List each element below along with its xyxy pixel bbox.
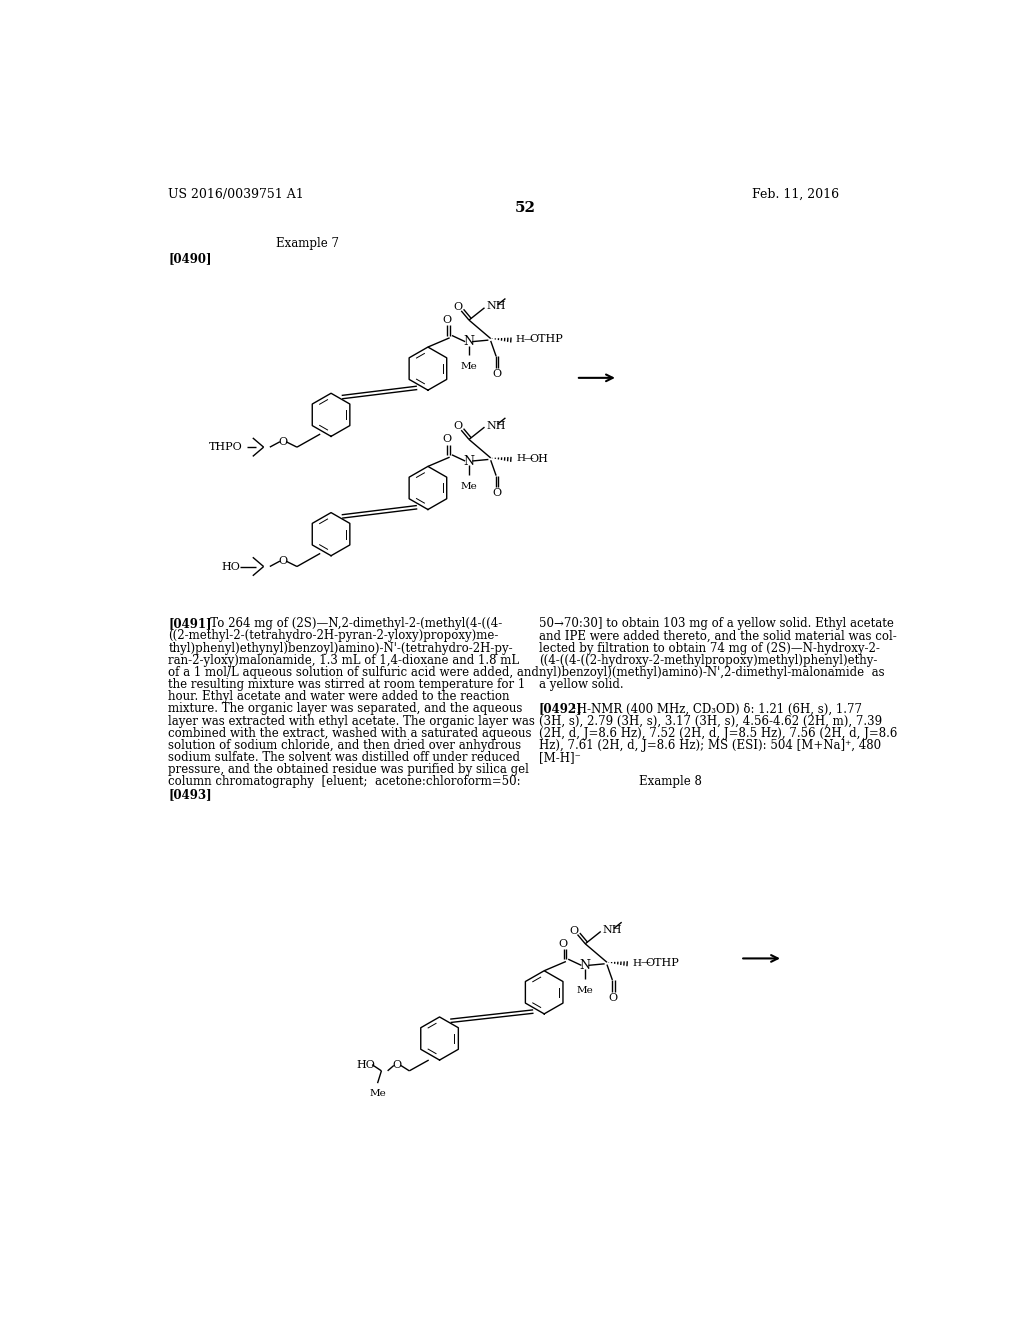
Text: O: O (493, 370, 502, 379)
Text: [M-H]⁻: [M-H]⁻ (539, 751, 581, 764)
Text: H: H (633, 958, 641, 968)
Text: Me: Me (461, 482, 477, 491)
Text: (2H, d, J=8.6 Hz), 7.52 (2H, d, J=8.5 Hz), 7.56 (2H, d, J=8.6: (2H, d, J=8.6 Hz), 7.52 (2H, d, J=8.5 Hz… (539, 727, 897, 739)
Text: —: — (523, 335, 534, 343)
Text: Me: Me (370, 1089, 386, 1098)
Text: Hz), 7.61 (2H, d, J=8.6 Hz); MS (ESI): 504 [M+Na]⁺, 480: Hz), 7.61 (2H, d, J=8.6 Hz); MS (ESI): 5… (539, 739, 881, 752)
Text: (3H, s), 2.79 (3H, s), 3.17 (3H, s), 4.56-4.62 (2H, m), 7.39: (3H, s), 2.79 (3H, s), 3.17 (3H, s), 4.5… (539, 714, 882, 727)
Text: pressure, and the obtained residue was purified by silica gel: pressure, and the obtained residue was p… (168, 763, 529, 776)
Text: Example 7: Example 7 (276, 236, 339, 249)
Text: H: H (515, 335, 524, 343)
Text: 52: 52 (514, 202, 536, 215)
Text: O: O (392, 1060, 401, 1071)
Text: 50→70:30] to obtain 103 mg of a yellow solid. Ethyl acetate: 50→70:30] to obtain 103 mg of a yellow s… (539, 618, 894, 631)
Text: O: O (279, 556, 288, 566)
Text: OTHP: OTHP (646, 958, 680, 968)
Text: N: N (580, 958, 591, 972)
Text: N: N (464, 454, 474, 467)
Text: O: O (454, 421, 463, 432)
Text: O: O (558, 939, 567, 949)
Text: O: O (279, 437, 288, 446)
Text: O: O (608, 993, 617, 1003)
Text: NH: NH (486, 421, 506, 430)
Text: OH: OH (529, 454, 548, 463)
Text: To 264 mg of (2S)—N,2-dimethyl-2-(methyl(4-((4-: To 264 mg of (2S)—N,2-dimethyl-2-(methyl… (200, 618, 503, 631)
Text: of a 1 mol/L aqueous solution of sulfuric acid were added, and: of a 1 mol/L aqueous solution of sulfuri… (168, 667, 540, 678)
Text: O: O (493, 488, 502, 499)
Text: combined with the extract, washed with a saturated aqueous: combined with the extract, washed with a… (168, 727, 531, 739)
Text: NH: NH (486, 301, 506, 312)
Text: ((4-((4-((2-hydroxy-2-methylpropoxy)methyl)phenyl)ethy-: ((4-((4-((2-hydroxy-2-methylpropoxy)meth… (539, 653, 878, 667)
Text: O: O (454, 302, 463, 312)
Text: [0492]: [0492] (539, 702, 583, 715)
Text: ran-2-yloxy)malonamide, 1.3 mL of 1,4-dioxane and 1.8 mL: ran-2-yloxy)malonamide, 1.3 mL of 1,4-di… (168, 653, 519, 667)
Text: Example 8: Example 8 (639, 775, 701, 788)
Text: ¹H-NMR (400 MHz, CD₃OD) δ: 1.21 (6H, s), 1.77: ¹H-NMR (400 MHz, CD₃OD) δ: 1.21 (6H, s),… (572, 702, 862, 715)
Text: H: H (516, 454, 525, 463)
Text: HO: HO (221, 561, 240, 572)
Text: a yellow solid.: a yellow solid. (539, 678, 624, 692)
Text: O: O (442, 434, 452, 445)
Text: and IPE were added thereto, and the solid material was col-: and IPE were added thereto, and the soli… (539, 630, 896, 643)
Text: [0493]: [0493] (168, 788, 212, 801)
Text: nyl)benzoyl)(methyl)amino)-N',2-dimethyl-malonamide  as: nyl)benzoyl)(methyl)amino)-N',2-dimethyl… (539, 667, 885, 678)
Text: hour. Ethyl acetate and water were added to the reaction: hour. Ethyl acetate and water were added… (168, 690, 510, 704)
Text: O: O (569, 925, 579, 936)
Text: the resulting mixture was stirred at room temperature for 1: the resulting mixture was stirred at roo… (168, 678, 525, 692)
Text: —: — (524, 454, 534, 463)
Text: ((2-methyl-2-(tetrahydro-2H-pyran-2-yloxy)propoxy)me-: ((2-methyl-2-(tetrahydro-2H-pyran-2-ylox… (168, 630, 499, 643)
Text: mixture. The organic layer was separated, and the aqueous: mixture. The organic layer was separated… (168, 702, 522, 715)
Text: US 2016/0039751 A1: US 2016/0039751 A1 (168, 187, 304, 201)
Text: solution of sodium chloride, and then dried over anhydrous: solution of sodium chloride, and then dr… (168, 739, 521, 752)
Text: OTHP: OTHP (529, 334, 563, 345)
Text: HO: HO (356, 1060, 376, 1069)
Text: O: O (442, 315, 452, 325)
Text: thyl)phenyl)ethynyl)benzoyl)amino)-N'-(tetrahydro-2H-py-: thyl)phenyl)ethynyl)benzoyl)amino)-N'-(t… (168, 642, 513, 655)
Text: N: N (464, 335, 474, 348)
Text: [0490]: [0490] (168, 252, 212, 265)
Text: [0491]: [0491] (168, 618, 212, 631)
Text: NH: NH (602, 925, 622, 935)
Text: —: — (640, 958, 650, 968)
Text: lected by filtration to obtain 74 mg of (2S)—N-hydroxy-2-: lected by filtration to obtain 74 mg of … (539, 642, 880, 655)
Text: THPO: THPO (209, 442, 243, 453)
Text: Me: Me (461, 362, 477, 371)
Text: sodium sulfate. The solvent was distilled off under reduced: sodium sulfate. The solvent was distille… (168, 751, 520, 764)
Text: layer was extracted with ethyl acetate. The organic layer was: layer was extracted with ethyl acetate. … (168, 714, 536, 727)
Text: Me: Me (577, 986, 594, 995)
Text: column chromatography  [eluent;  acetone:chloroform=50:: column chromatography [eluent; acetone:c… (168, 775, 521, 788)
Text: Feb. 11, 2016: Feb. 11, 2016 (752, 187, 839, 201)
